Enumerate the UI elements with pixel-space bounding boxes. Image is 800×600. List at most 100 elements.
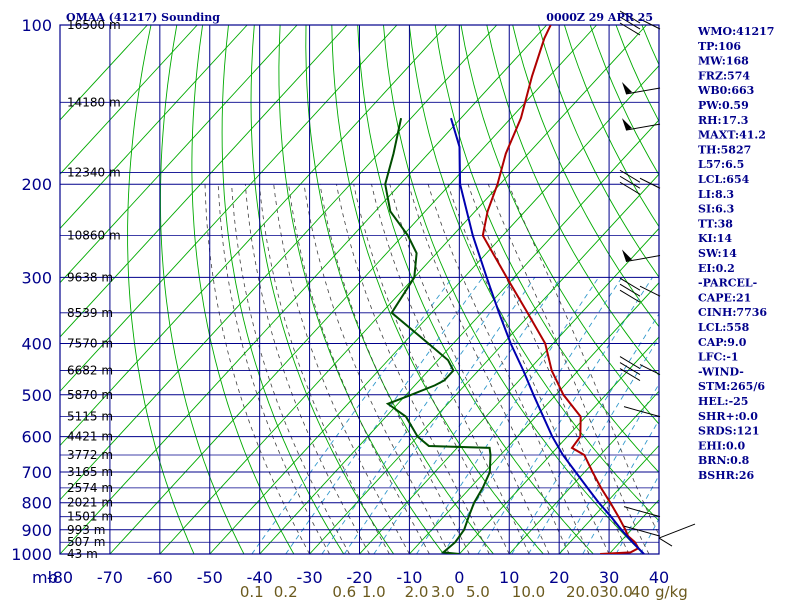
barb-pennant <box>622 118 632 131</box>
index-line: LCL:558 <box>698 321 750 334</box>
barb-staff <box>625 87 661 95</box>
wind-barbs <box>619 10 696 547</box>
index-line: TT:38 <box>698 217 733 230</box>
isotherm-line <box>60 25 298 284</box>
wind-barb <box>622 118 661 131</box>
index-line: -WIND- <box>698 365 744 378</box>
isotherms <box>60 25 659 554</box>
mixing-ratio-label: 10.0 <box>512 583 545 600</box>
barb-staff <box>623 506 661 518</box>
mixing-ratio-label: 0.1 <box>240 583 264 600</box>
temperature-tick-label: -80 <box>47 568 73 587</box>
height-label: 3772 m <box>67 448 113 462</box>
sounding-series <box>384 25 645 554</box>
barb-staff <box>639 177 661 189</box>
wind-barb <box>619 277 661 303</box>
height-label: 16500 m <box>67 18 121 32</box>
index-line: LCL:654 <box>698 173 750 186</box>
wind-barb <box>623 525 661 537</box>
isotherm-line <box>558 444 659 554</box>
wind-barb <box>622 81 661 95</box>
mixing-ratio-label: 2.0 <box>405 583 429 600</box>
index-line: CAPE:21 <box>698 291 751 304</box>
dewpoint-profile <box>384 117 492 554</box>
index-line: HEL:-25 <box>698 395 748 408</box>
isotherm-line <box>60 25 248 230</box>
pressure-label: 1000 <box>11 545 52 564</box>
wind-barb <box>622 249 661 263</box>
isotherm-line <box>359 227 659 554</box>
index-line: CAP:9.0 <box>698 336 747 349</box>
pressure-label: 100 <box>21 16 52 35</box>
height-label: 3165 m <box>67 465 113 479</box>
isotherm-line <box>60 25 448 447</box>
isotherm-line <box>259 119 659 554</box>
height-label: 8539 m <box>67 306 113 320</box>
index-line: RH:17.3 <box>698 114 748 127</box>
barb-pennant <box>622 249 632 262</box>
index-line: SHR+:0.0 <box>698 410 758 423</box>
mixing-ratio-label: 0.2 <box>274 583 298 600</box>
barb-staff <box>625 123 661 131</box>
temperature-tick-label: -20 <box>346 568 372 587</box>
mixing-ratio-unit-label: g/kg <box>655 583 688 600</box>
index-line: TP:106 <box>698 40 741 53</box>
isotherm-line <box>60 25 548 554</box>
index-line: FRZ:574 <box>698 69 750 82</box>
isotherm-line <box>309 173 659 554</box>
station-title: OMAA (41217) Sounding <box>66 11 220 24</box>
isotherm-line <box>209 65 659 554</box>
mixing-ratio-label: 40 <box>631 583 650 600</box>
barb-staff <box>639 364 661 375</box>
index-line: EI:0.2 <box>698 262 735 275</box>
index-line: PW:0.59 <box>698 99 749 112</box>
wind-barb <box>619 169 661 195</box>
height-label: 6682 m <box>67 364 113 378</box>
height-label: 9638 m <box>67 270 113 284</box>
barb-feather <box>619 181 641 195</box>
isotherm-line <box>60 25 398 392</box>
pressure-label: 700 <box>21 463 52 482</box>
barb-feather <box>619 283 641 297</box>
pressure-labels: 100 200 300 400 500 600 700 800 900 1000 <box>11 16 52 564</box>
barb-staff <box>625 255 661 263</box>
barb-feather <box>619 277 641 291</box>
index-line: -PARCEL- <box>698 277 757 290</box>
isotherm-line <box>459 336 659 554</box>
moist-adiabat-line <box>258 184 390 554</box>
index-line: STM:265/6 <box>698 380 765 393</box>
mixing-ratio-line <box>528 336 659 554</box>
index-line: MAXT:41.2 <box>698 129 766 142</box>
height-label: 10860 m <box>67 229 121 243</box>
index-line: BSHR:26 <box>698 469 754 482</box>
barb-feather <box>619 22 641 36</box>
pressure-grid <box>59 24 660 555</box>
barb-staff <box>623 525 661 537</box>
height-label: 12340 m <box>67 166 121 180</box>
barb-feather <box>619 169 641 183</box>
mixing-ratio-labels: g/kg 0.1 0.2 0.6 1.0 2.0 3.0 5.0 10.0 20.0 30.040 <box>240 583 688 600</box>
mixing-ratio-label: 30.0 <box>599 583 632 600</box>
mixing-ratio-line <box>511 313 659 554</box>
pressure-label: 200 <box>21 175 52 194</box>
height-label: 4421 m <box>67 430 113 444</box>
index-line: SW:14 <box>698 247 737 260</box>
index-line: BRN:0.8 <box>698 454 750 467</box>
temperature-tick-label: -70 <box>97 568 123 587</box>
isotherm-line <box>60 25 198 175</box>
index-line: LFC:-1 <box>698 351 739 364</box>
surface-barb-staff <box>658 523 696 539</box>
height-label: 43 m <box>67 547 98 561</box>
temperature-tick-label: 0 <box>454 568 464 587</box>
index-line: WMO:41217 <box>697 25 774 38</box>
height-label: 2574 m <box>67 481 113 495</box>
pressure-label: 300 <box>21 268 52 287</box>
height-label: 14180 m <box>67 95 121 109</box>
mixing-ratio-label: 1.0 <box>362 583 386 600</box>
temperature-tick-label: 10 <box>499 568 519 587</box>
height-label: 5870 m <box>67 388 113 402</box>
mixing-ratio-line <box>477 277 653 554</box>
height-labels: 16500 m 14180 m 12340 m 10860 m 9638 m 8539 m… <box>67 18 121 561</box>
mixing-ratio-label: 3.0 <box>431 583 455 600</box>
